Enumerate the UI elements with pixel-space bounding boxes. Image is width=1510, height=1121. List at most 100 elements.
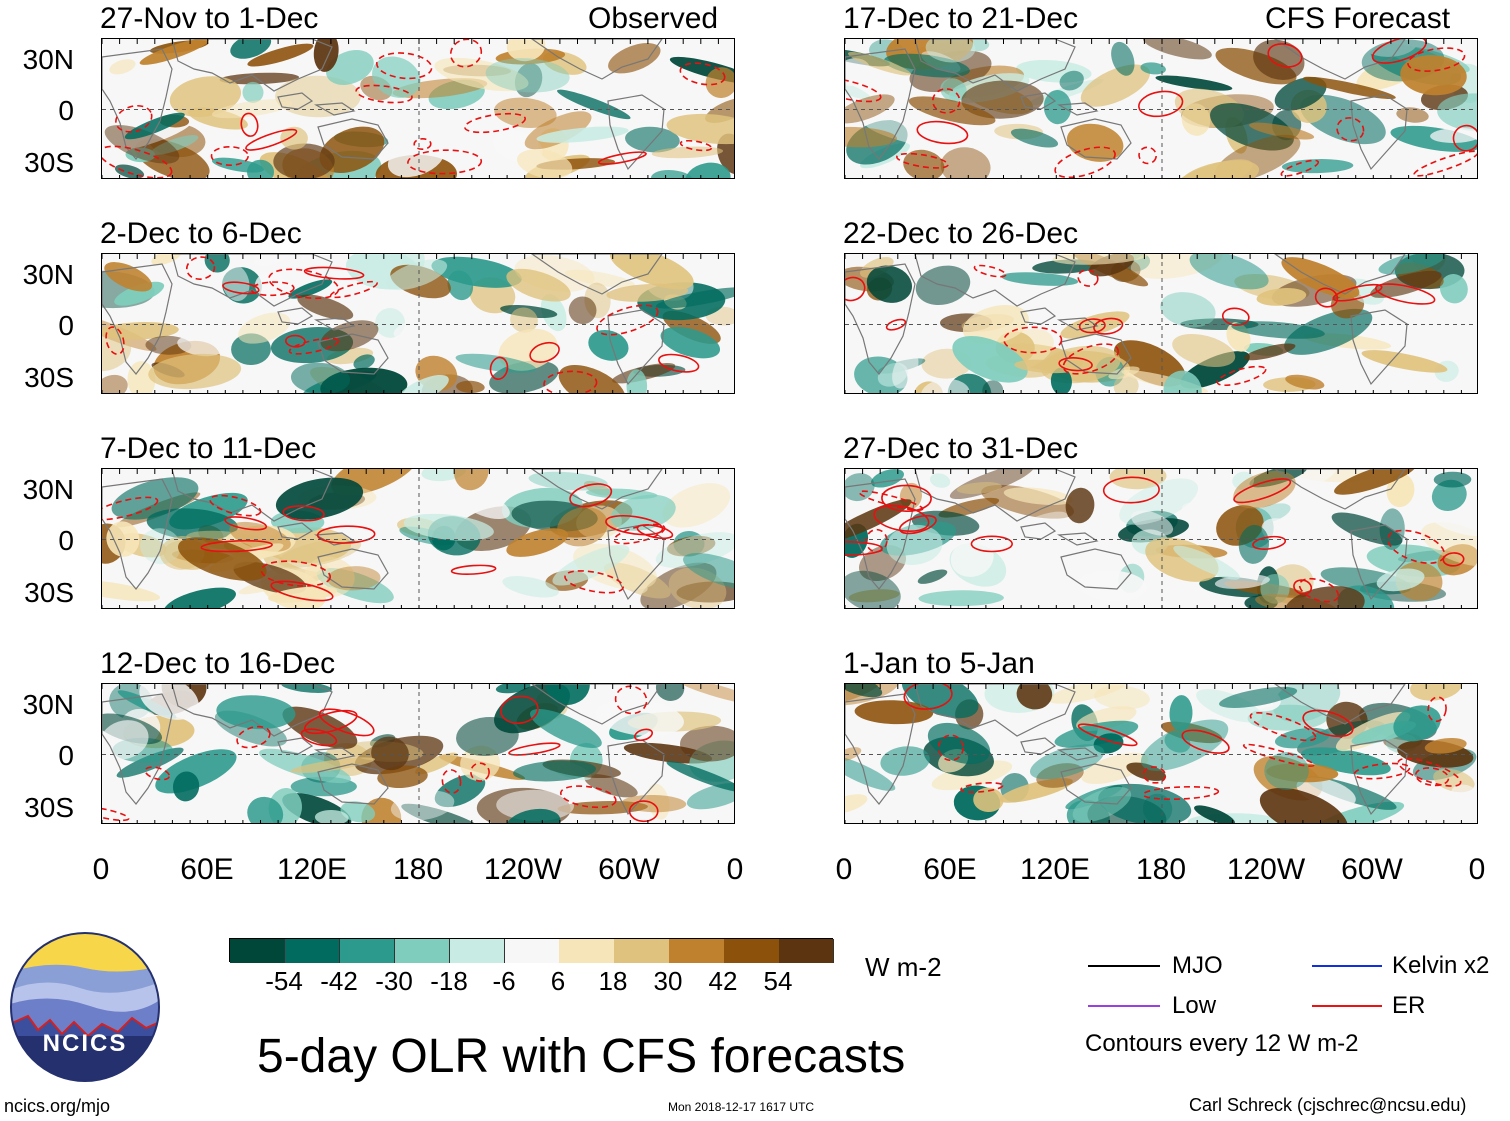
- er-contour: [236, 725, 271, 749]
- olr-anomaly-blob: [1126, 762, 1167, 781]
- olr-anomaly-blob: [1169, 695, 1193, 732]
- olr-anomaly-blob: [530, 708, 602, 749]
- panel-title: 27-Nov to 1-Dec: [100, 2, 319, 35]
- olr-anomaly-blob: [1285, 374, 1325, 390]
- olr-anomaly-blob: [982, 380, 1004, 393]
- olr-anomaly-blob: [1331, 512, 1403, 546]
- coastline: [171, 39, 333, 92]
- olr-anomaly-blob: [655, 684, 685, 701]
- coastline: [1020, 522, 1057, 540]
- olr-anomaly-blob: [106, 521, 140, 557]
- colorbar-tick: -6: [492, 966, 516, 996]
- panel-title: 22-Dec to 26-Dec: [843, 217, 1079, 250]
- olr-anomaly-blob: [1261, 518, 1307, 550]
- olr-anomaly-blob: [1233, 470, 1296, 509]
- olr-anomaly-blob: [696, 477, 734, 511]
- olr-anomaly-blob: [401, 803, 482, 823]
- coastline: [171, 254, 333, 307]
- coastline: [1020, 307, 1057, 325]
- olr-anomaly-blob: [1066, 123, 1124, 162]
- er-contour: [245, 128, 298, 151]
- olr-anomaly-blob: [626, 369, 648, 393]
- er-contour: [1397, 757, 1462, 787]
- colorbar-tick: -54: [265, 966, 303, 996]
- cfs-forecast-header: CFS Forecast: [1265, 2, 1451, 35]
- olr-anomaly-blob: [247, 796, 284, 823]
- er-contour: [224, 516, 268, 531]
- olr-anomaly-blob: [623, 742, 713, 764]
- olr-anomaly-blob: [973, 787, 1004, 813]
- olr-anomaly-blob: [1160, 292, 1216, 328]
- panel-title: 2-Dec to 6-Dec: [100, 217, 302, 250]
- olr-anomaly-blob: [1029, 744, 1105, 780]
- olr-anomaly-blob: [1253, 39, 1305, 80]
- olr-anomaly-blob: [434, 57, 529, 92]
- lon-label: 60E: [180, 853, 234, 886]
- olr-anomaly-blob: [1301, 747, 1391, 776]
- olr-anomaly-blob: [387, 139, 445, 178]
- er-contour: [1280, 159, 1320, 177]
- olr-anomaly-blob: [685, 162, 731, 178]
- coastline: [1273, 39, 1406, 80]
- olr-anomaly-blob: [177, 537, 267, 581]
- olr-anomaly-blob: [253, 254, 292, 267]
- olr-anomaly-blob: [676, 684, 734, 705]
- olr-anomaly-blob: [506, 268, 571, 302]
- olr-anomaly-blob: [1173, 545, 1240, 580]
- coastline: [1350, 94, 1408, 171]
- olr-anomaly-blob: [950, 539, 994, 577]
- er-contour: [250, 281, 295, 297]
- olr-anomaly-blob: [238, 312, 291, 344]
- olr-anomaly-blob: [1172, 334, 1236, 367]
- er-contour: [407, 149, 483, 175]
- er-contour: [881, 484, 932, 513]
- olr-anomaly-blob: [546, 684, 590, 705]
- lat-label: 0: [58, 740, 74, 771]
- er-contour: [1442, 552, 1465, 567]
- coastline: [102, 263, 173, 375]
- olr-anomaly-blob: [1048, 684, 1128, 704]
- er-contour: [543, 370, 598, 393]
- er-contour: [240, 112, 259, 137]
- olr-anomaly-blob: [845, 755, 896, 791]
- colorbar-tick: 30: [653, 966, 683, 996]
- colorbar-swatch: [504, 939, 560, 963]
- olr-anomaly-blob: [610, 494, 676, 531]
- er-contour: [845, 76, 882, 103]
- olr-anomaly-blob: [1400, 55, 1467, 96]
- olr-anomaly-blob: [927, 722, 991, 765]
- olr-anomaly-blob: [940, 78, 967, 102]
- olr-anomaly-blob: [662, 483, 731, 528]
- olr-anomaly-blob: [1259, 787, 1348, 823]
- olr-anomaly-blob: [1003, 487, 1074, 506]
- olr-anomaly-blob: [1393, 705, 1441, 742]
- coastline: [845, 263, 916, 375]
- lat-label: 0: [58, 310, 74, 341]
- olr-anomaly-blob: [1334, 469, 1417, 495]
- olr-anomaly-blob: [568, 296, 597, 325]
- coastline: [317, 763, 389, 805]
- olr-anomaly-blob: [1016, 684, 1053, 710]
- olr-anomaly-blob: [320, 320, 379, 352]
- panel-title: 17-Dec to 21-Dec: [843, 2, 1079, 35]
- coastline: [1350, 524, 1408, 601]
- er-contour: [449, 39, 483, 68]
- logo-text: NCICS: [42, 1030, 128, 1057]
- olr-anomaly-blob: [297, 294, 354, 320]
- olr-anomaly-blob: [847, 51, 911, 76]
- olr-map-panel: [844, 253, 1478, 394]
- colorbar-units: W m-2: [865, 952, 942, 982]
- olr-anomaly-blob: [169, 76, 241, 117]
- olr-anomaly-blob: [1437, 93, 1477, 132]
- olr-anomaly-blob: [1249, 122, 1315, 140]
- olr-anomaly-blob: [651, 146, 724, 159]
- er-contour: [845, 276, 866, 302]
- olr-anomaly-blob: [278, 538, 362, 568]
- olr-anomaly-blob: [1004, 511, 1068, 546]
- olr-anomaly-blob: [1439, 274, 1468, 304]
- olr-map-panel: [844, 683, 1478, 824]
- olr-anomaly-blob: [606, 283, 689, 302]
- olr-anomaly-blob: [151, 254, 182, 266]
- er-contour: [1267, 43, 1303, 68]
- olr-anomaly-blob: [506, 528, 569, 557]
